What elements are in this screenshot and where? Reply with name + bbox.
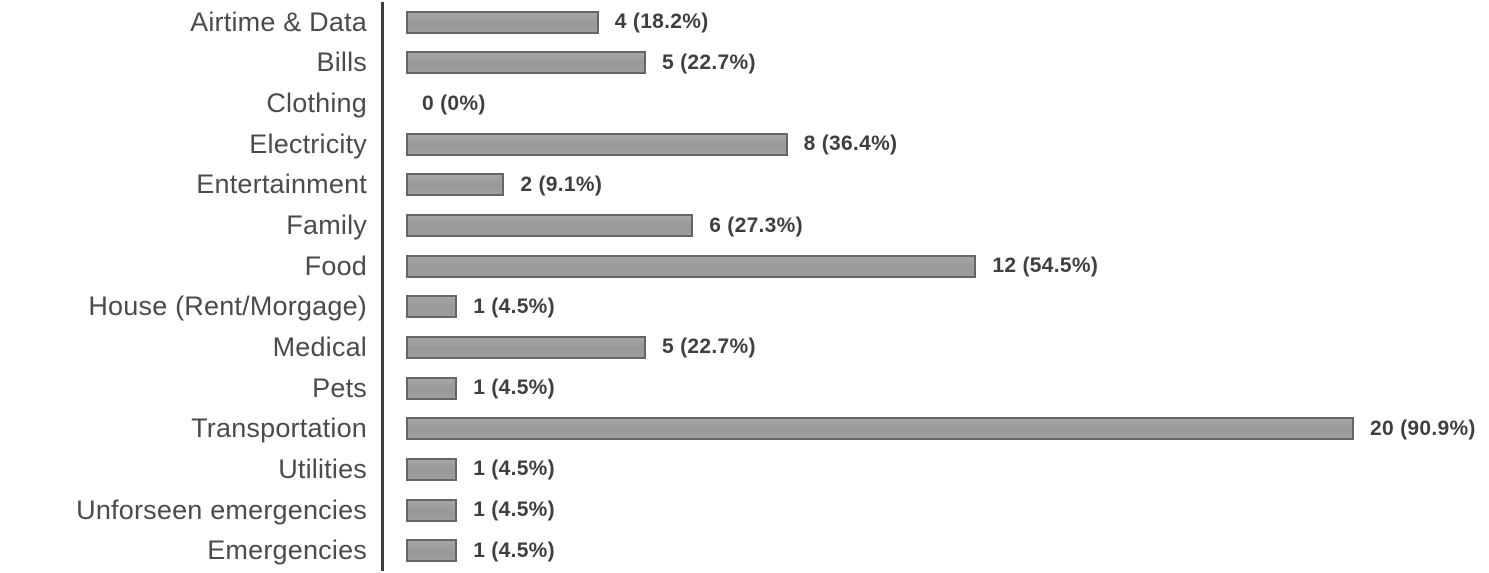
category-label: Bills <box>316 47 367 78</box>
chart-row: Airtime & Data 4 (18.2%) <box>0 2 1489 43</box>
category-label: Utilities <box>278 453 367 484</box>
chart-row: Transportation 20 (90.9%) <box>0 408 1489 450</box>
bar <box>406 295 458 319</box>
chart-row: Clothing 0 (0%) <box>0 83 1489 124</box>
bar <box>406 498 458 522</box>
bar <box>406 132 788 156</box>
plot-area: 1 (4.5%) <box>381 530 1489 571</box>
category-label: Electricity <box>249 128 367 159</box>
bar <box>406 376 458 400</box>
chart-row: House (Rent/Morgage) 1 (4.5%) <box>0 286 1489 328</box>
category-label: Airtime & Data <box>190 6 367 37</box>
category-label: Family <box>286 210 367 241</box>
bar <box>406 214 694 238</box>
chart-row: Entertainment 2 (9.1%) <box>0 164 1489 206</box>
plot-area: 6 (27.3%) <box>381 205 1489 246</box>
plot-area: 2 (9.1%) <box>381 164 1489 206</box>
value-label: 1 (4.5%) <box>473 376 555 400</box>
value-label: 1 (4.5%) <box>473 498 555 521</box>
plot-area: 1 (4.5%) <box>381 489 1489 531</box>
plot-area: 4 (18.2%) <box>381 2 1489 43</box>
value-label: 4 (18.2%) <box>614 10 709 34</box>
plot-area: 5 (22.7%) <box>381 42 1489 84</box>
bar <box>406 417 1354 441</box>
bar <box>406 10 599 34</box>
bar <box>406 457 458 481</box>
chart-row: Pets 1 (4.5%) <box>0 367 1489 409</box>
bar <box>406 539 458 563</box>
plot-area: 5 (22.7%) <box>381 327 1489 368</box>
chart-row: Unforseen emergencies 1 (4.5%) <box>0 489 1489 531</box>
plot-area: 12 (54.5%) <box>381 245 1489 287</box>
category-label: Unforseen emergencies <box>76 494 367 525</box>
value-label: 12 (54.5%) <box>992 254 1099 278</box>
value-label: 1 (4.5%) <box>473 294 555 318</box>
value-label: 5 (22.7%) <box>662 50 756 74</box>
bar <box>406 51 646 75</box>
value-label: 20 (90.9%) <box>1370 416 1476 440</box>
value-label: 2 (9.1%) <box>520 172 603 196</box>
chart-row: Medical 5 (22.7%) <box>0 327 1489 368</box>
category-label: Clothing <box>266 88 367 119</box>
value-label: 5 (22.7%) <box>662 335 756 359</box>
category-label: Medical <box>272 331 367 362</box>
category-label: Transportation <box>191 413 367 444</box>
value-label: 1 (4.5%) <box>473 538 555 562</box>
plot-area: 1 (4.5%) <box>381 367 1489 409</box>
bar <box>406 254 977 278</box>
chart-row: Emergencies 1 (4.5%) <box>0 530 1489 571</box>
chart-row: Food 12 (54.5%) <box>0 245 1489 287</box>
bar <box>406 335 646 359</box>
chart-row: Electricity 8 (36.4%) <box>0 123 1489 165</box>
chart-row: Utilities 1 (4.5%) <box>0 449 1489 490</box>
plot-area: 20 (90.9%) <box>381 408 1489 450</box>
category-label: Entertainment <box>196 169 367 200</box>
plot-area: 0 (0%) <box>381 83 1489 124</box>
category-label: Pets <box>312 372 367 403</box>
category-label: Emergencies <box>207 535 367 566</box>
value-label: 1 (4.5%) <box>473 457 555 481</box>
chart-row: Bills 5 (22.7%) <box>0 42 1489 84</box>
plot-area: 1 (4.5%) <box>381 286 1489 328</box>
chart-row: Family 6 (27.3%) <box>0 205 1489 246</box>
value-label: 6 (27.3%) <box>709 213 803 237</box>
bar <box>406 173 505 197</box>
category-label: Food <box>304 250 367 281</box>
plot-area: 1 (4.5%) <box>381 449 1489 490</box>
value-label: 8 (36.4%) <box>803 132 898 156</box>
plot-area: 8 (36.4%) <box>381 123 1489 165</box>
category-label: House (Rent/Morgage) <box>88 291 367 322</box>
value-label: 0 (0%) <box>422 91 486 115</box>
